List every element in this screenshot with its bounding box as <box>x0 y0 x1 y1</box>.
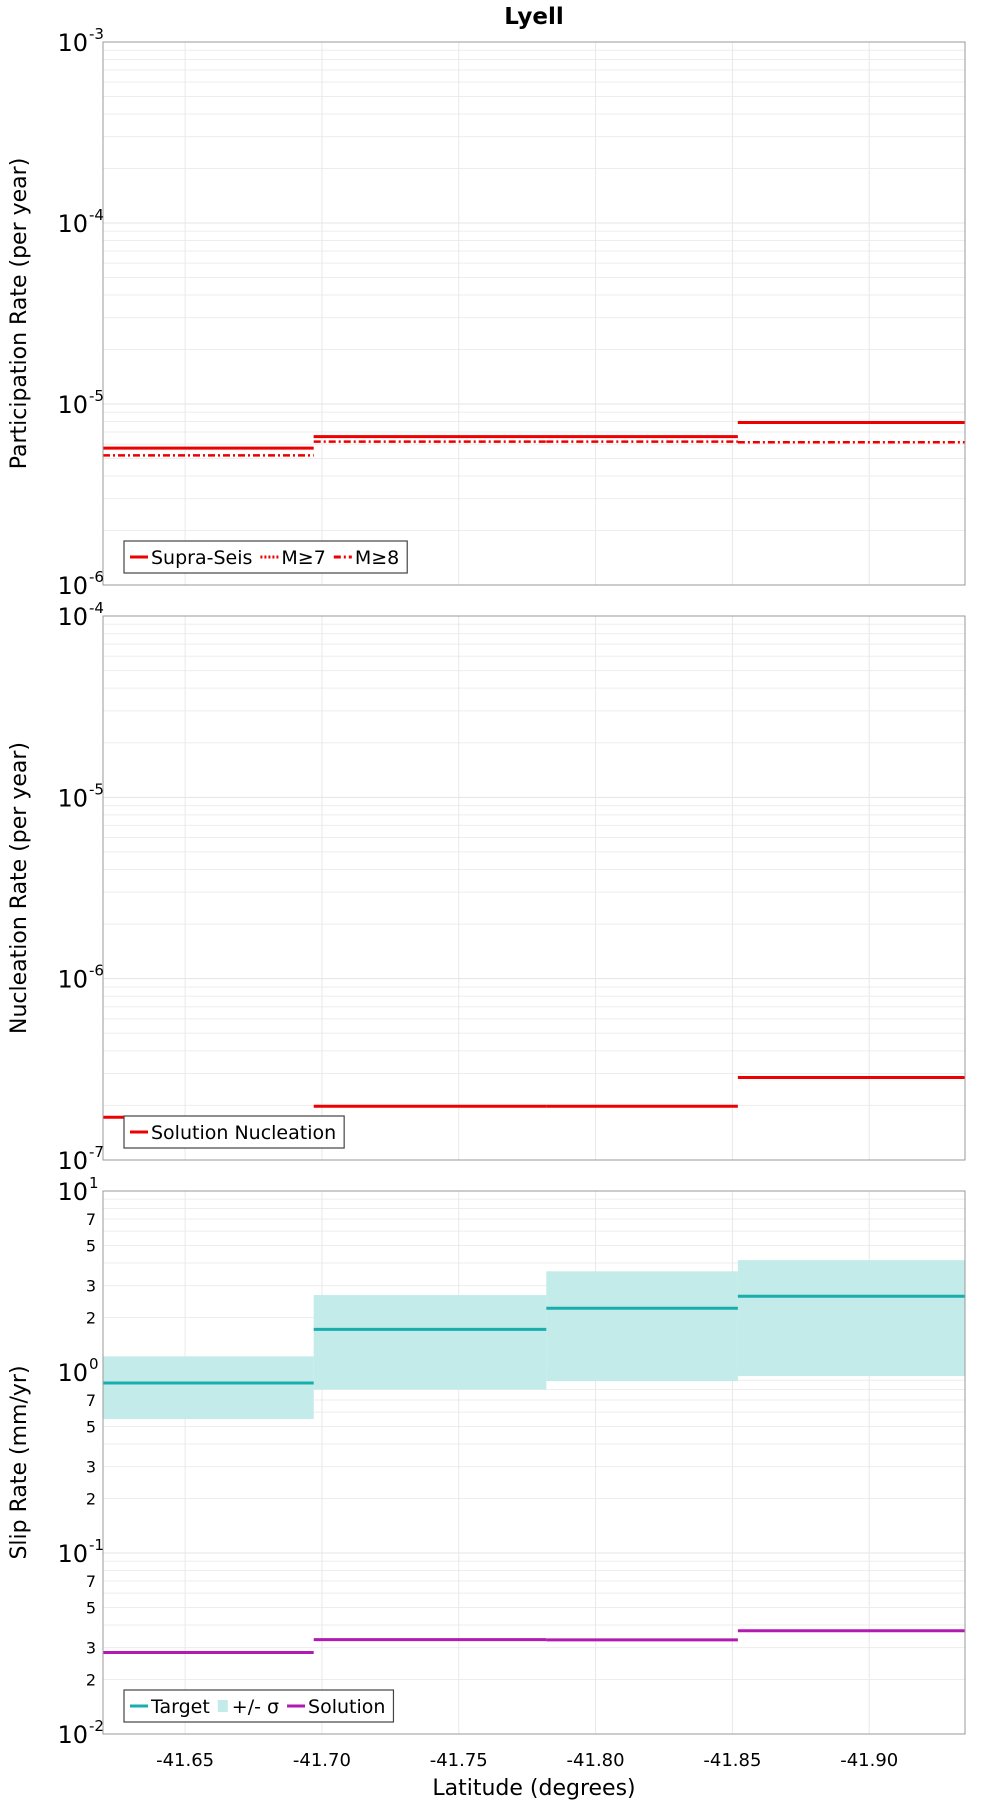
y-tick-label: 10 <box>57 29 88 57</box>
y-minor-tick-label: 7 <box>86 1210 96 1229</box>
x-tick-label: -41.85 <box>703 1750 761 1771</box>
y-tick-label: 10 <box>57 572 88 600</box>
legend-label: Solution <box>308 1696 385 1718</box>
legend-label: M≥8 <box>355 547 399 569</box>
legend-label: Solution Nucleation <box>151 1122 336 1144</box>
x-tick-label: -41.70 <box>293 1750 351 1771</box>
band-segment <box>103 1356 314 1419</box>
x-axis-label: Latitude (degrees) <box>432 1776 635 1800</box>
y-tick-exponent: 1 <box>89 1174 99 1192</box>
y-minor-tick-label: 2 <box>86 1490 96 1509</box>
plot-frame <box>102 1190 966 1735</box>
legend-label: Supra-Seis <box>151 547 252 569</box>
y-tick-label: 10 <box>57 784 88 812</box>
y-tick-exponent: -5 <box>89 780 104 798</box>
y-axis-label: Slip Rate (mm/yr) <box>7 1365 32 1559</box>
y-tick-exponent: -6 <box>89 568 104 586</box>
legend-swatch <box>217 1700 228 1712</box>
y-tick-label: 10 <box>57 966 88 994</box>
y-minor-tick-label: 2 <box>86 1671 96 1690</box>
legend-label: M≥7 <box>281 547 325 569</box>
legend-box <box>123 1689 395 1723</box>
legend-box <box>123 1115 345 1149</box>
plot-frame <box>102 615 966 1161</box>
x-tick-label: -41.65 <box>156 1750 214 1771</box>
y-tick-exponent: -5 <box>89 387 104 405</box>
band-segment <box>737 1260 965 1377</box>
chart-title: Lyell <box>504 4 563 30</box>
y-tick-exponent: -6 <box>89 962 104 980</box>
y-tick-exponent: -2 <box>89 1717 104 1735</box>
y-minor-tick-label: 7 <box>86 1572 96 1591</box>
x-tick-label: -41.80 <box>567 1750 625 1771</box>
y-tick-exponent: -4 <box>89 206 104 224</box>
y-tick-label: 10 <box>57 1359 88 1387</box>
y-minor-tick-label: 3 <box>86 1277 96 1296</box>
legend-label: Target <box>150 1696 210 1718</box>
y-tick-exponent: -1 <box>89 1536 104 1554</box>
y-tick-label: 10 <box>57 391 88 419</box>
y-tick-label: 10 <box>57 1178 88 1206</box>
legend: Supra-Seis M≥7 M≥8 <box>123 540 408 574</box>
plot-frame <box>102 41 966 586</box>
y-minor-tick-label: 3 <box>86 1639 96 1658</box>
y-tick-exponent: 0 <box>89 1355 99 1373</box>
y-minor-tick-label: 3 <box>86 1458 96 1477</box>
legend: Target +/- σ Solution <box>123 1689 395 1723</box>
y-minor-tick-label: 5 <box>86 1236 96 1255</box>
x-tick-label: -41.75 <box>430 1750 488 1771</box>
y-axis-label: Nucleation Rate (per year) <box>7 742 32 1034</box>
y-tick-label: 10 <box>57 1721 88 1749</box>
legend: Solution Nucleation <box>123 1115 345 1149</box>
y-minor-tick-label: 7 <box>86 1391 96 1410</box>
y-minor-tick-label: 5 <box>86 1598 96 1617</box>
y-minor-tick-label: 2 <box>86 1309 96 1328</box>
y-tick-label: 10 <box>57 1540 88 1568</box>
y-tick-label: 10 <box>57 603 88 631</box>
y-tick-label: 10 <box>57 1147 88 1175</box>
y-tick-exponent: -7 <box>89 1143 104 1161</box>
y-tick-exponent: -4 <box>89 599 104 617</box>
legend-label: +/- σ <box>232 1696 279 1718</box>
band-segment <box>546 1271 738 1382</box>
band-segment <box>313 1295 547 1390</box>
y-tick-exponent: -3 <box>89 25 104 43</box>
y-minor-tick-label: 5 <box>86 1417 96 1436</box>
x-tick-label: -41.90 <box>840 1750 898 1771</box>
y-tick-label: 10 <box>57 210 88 238</box>
y-axis-label: Participation Rate (per year) <box>7 158 32 470</box>
